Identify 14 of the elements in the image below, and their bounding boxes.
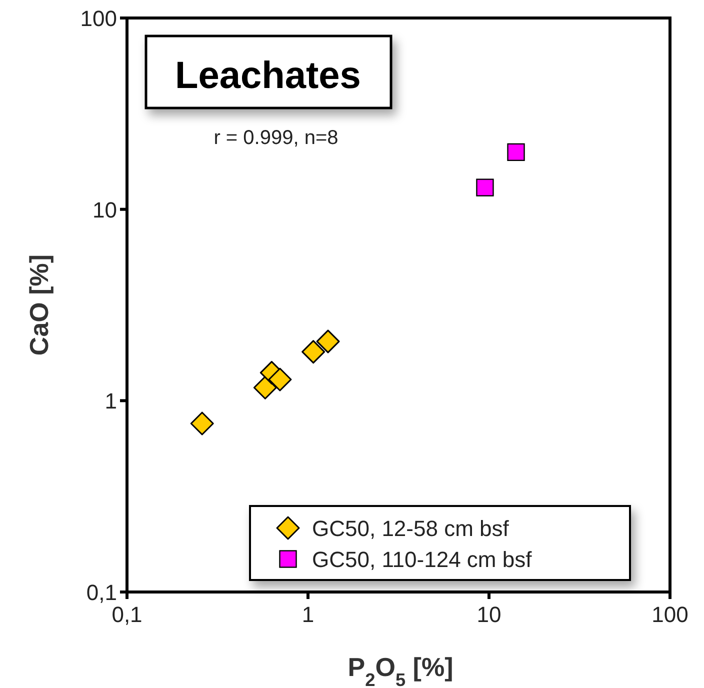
x-tick-label: 1 [302, 602, 314, 627]
x-tick-label: 10 [476, 602, 502, 627]
y-tick-label: 1 [104, 388, 117, 414]
legend-label: GC50, 12-58 cm bsf [312, 516, 510, 541]
y-tick-label: 0,1 [86, 580, 117, 605]
x-tick-label: 100 [652, 602, 688, 627]
legend-label: GC50, 110-124 cm bsf [312, 547, 533, 572]
y-tick-label: 100 [80, 6, 117, 31]
y-axis-title: CaO [%] [24, 254, 54, 356]
y-tick-label: 10 [92, 197, 117, 222]
x-tick-label: 0,1 [112, 602, 142, 627]
annotation: r = 0.999, n=8 [214, 127, 338, 149]
x-axis-title: P$_{2}$O$_{5}$ [%] [348, 652, 454, 688]
text: Leachates [175, 55, 361, 97]
